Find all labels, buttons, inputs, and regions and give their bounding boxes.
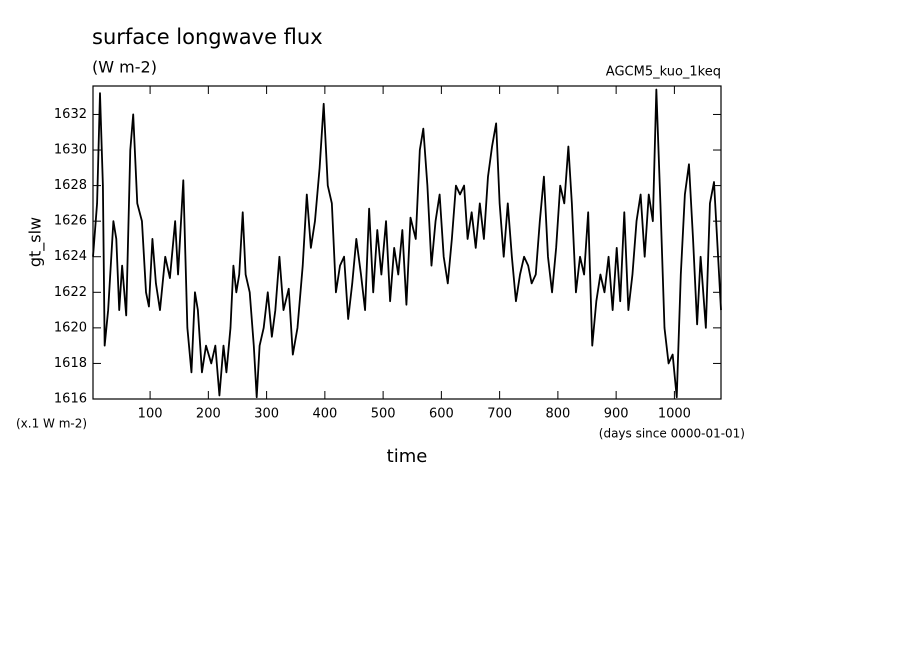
chart-subtitle: (W m-2) <box>92 58 157 77</box>
plot-frame <box>92 85 722 400</box>
x-tick-label: 1000 <box>658 407 691 422</box>
x-tick-label: 500 <box>371 407 396 422</box>
run-label: AGCM5_kuo_1keq <box>606 65 721 80</box>
data-line <box>92 88 722 399</box>
y-tick-label: 1630 <box>54 143 87 158</box>
x-tick-label: 400 <box>312 407 337 422</box>
x-tick-label: 900 <box>604 407 629 422</box>
y-tick-label: 1620 <box>54 320 87 335</box>
x-unit-label: (days since 0000-01-01) <box>599 427 745 441</box>
y-tick-label: 1616 <box>54 392 87 407</box>
y-unit-label: (x.1 W m-2) <box>16 417 87 431</box>
x-tick-label: 200 <box>196 407 221 422</box>
x-tick-label: 700 <box>487 407 512 422</box>
x-tick-label: 800 <box>545 407 570 422</box>
y-tick-label: 1632 <box>54 107 87 122</box>
y-tick-label: 1618 <box>54 356 87 371</box>
y-tick-label: 1624 <box>54 249 87 264</box>
x-axis-label: time <box>387 446 428 467</box>
y-tick-label: 1622 <box>54 285 87 300</box>
chart-title: surface longwave flux <box>92 25 323 49</box>
y-axis-label: gt_slw <box>26 217 46 267</box>
y-tick-label: 1626 <box>54 214 87 229</box>
y-tick-label: 1628 <box>54 178 87 193</box>
x-tick-label: 300 <box>254 407 279 422</box>
x-tick-label: 100 <box>138 407 163 422</box>
x-tick-label: 600 <box>429 407 454 422</box>
